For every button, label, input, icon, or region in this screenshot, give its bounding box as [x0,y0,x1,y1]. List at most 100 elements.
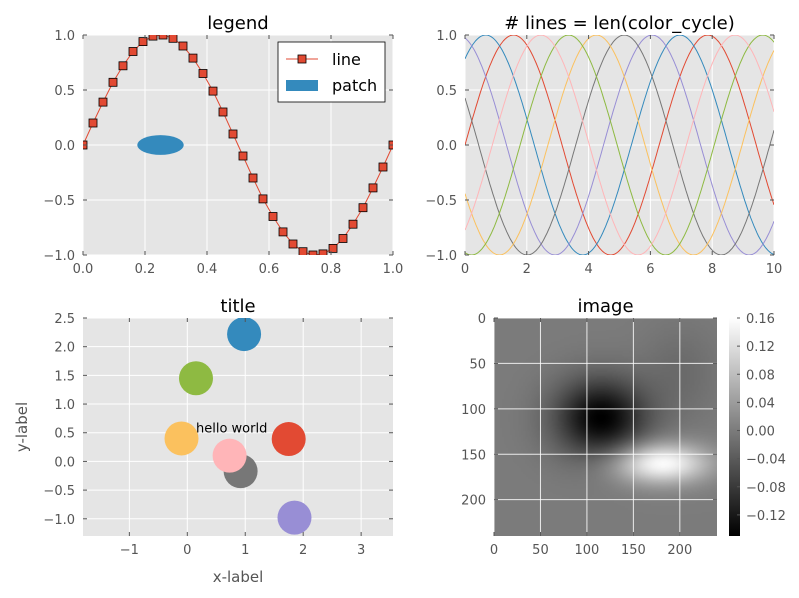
legend-marker-swatch [297,54,307,64]
x-tick-label: 50 [532,543,549,558]
x-tick-label: 0.2 [135,262,156,277]
data-point-marker [228,129,238,139]
data-point-marker [238,151,248,161]
plot-area [465,35,774,255]
data-point-marker [378,162,388,172]
y-tick-label: 0.5 [54,84,75,99]
data-point-marker [158,35,168,40]
x-tick-label: 100 [575,543,600,558]
y-tick-label: 0.5 [436,84,457,99]
legend-patch-swatch [286,80,318,91]
subplot-scatter: hello world −1 0 1 2 3 2.5 2.0 1.5 1.0 0.5 0.0 −0.5 −… [13,296,393,586]
data-point-marker [288,239,298,249]
scatter-point [164,421,199,456]
y-tick-label: 1.0 [436,29,457,44]
legend: line patch [277,41,386,103]
y-tick-label: 100 [461,403,486,418]
series-line [465,35,774,255]
subplot-color-cycle: 0 2 4 6 8 10 1.0 0.5 0.0 −0.5 −1.0 # lines = len(co… [425,13,782,277]
x-tick-label: 0 [490,543,498,558]
series-line [465,35,774,255]
y-tick-label: 1.0 [54,398,75,413]
data-point-marker [328,243,338,253]
scatter-point [271,422,306,457]
colorbar: 0.16 0.12 0.08 0.04 0.00 −0.04 −0.08 −0.12 [729,312,786,536]
x-tick-label: 1 [241,543,249,558]
colorbar-tick-label: 0.00 [746,425,775,440]
y-tick-label: 0.0 [54,139,75,154]
colorbar-tick-label: 0.12 [746,340,775,355]
scatter-point [227,318,262,352]
y-tick-label: −1.0 [43,513,75,528]
data-point-marker [168,35,178,43]
heatmap-image [494,318,717,536]
data-point-marker [348,219,358,229]
legend-box [277,41,386,103]
plot-area [83,35,393,255]
data-point-marker [138,37,148,46]
data-point-marker [178,41,188,51]
plot-area [164,318,312,535]
data-point-marker [258,194,268,204]
data-point-marker [218,107,228,117]
heatmap-canvas [494,318,717,536]
data-point-marker [308,250,318,255]
axes-background [83,318,393,536]
x-tick-label: 2 [299,543,307,558]
y-tick-label: 0 [478,312,486,327]
x-tick-label: 0.8 [321,262,342,277]
x-tick-label: 150 [621,543,646,558]
data-point-marker [268,212,278,221]
y-tick-label: 0.5 [54,427,75,442]
series-line [465,35,774,255]
y-tick-label: −0.5 [425,194,457,209]
data-point-marker [98,97,108,107]
x-tick-label: 0.6 [259,262,280,277]
x-tick-label: 0.4 [197,262,218,277]
data-point-marker [108,77,118,87]
x-tick-label: 0 [183,543,191,558]
y-tick-label: 1.0 [54,29,75,44]
colorbar-tick-label: 0.04 [746,396,775,411]
colorbar-tick-label: −0.04 [746,453,786,468]
annotation-text: hello world [196,422,267,437]
subplot-image: 0 50 100 150 200 0 50 100 150 200 image 0.16 0.12 0.0… [461,296,786,558]
chart-title: legend [207,13,268,34]
chart-title: title [220,296,255,317]
y-axis-label: y-label [13,402,31,452]
data-point-marker [318,249,328,255]
x-tick-label: 2 [523,262,531,277]
data-point-marker [338,234,348,243]
scatter-point [277,500,312,535]
data-point-marker [198,69,208,78]
colorbar-tick-label: −0.12 [746,509,786,524]
y-tick-label: 200 [461,494,486,509]
x-tick-label: 10 [766,262,783,277]
data-point-marker [88,118,98,128]
colorbar-strip [729,318,740,536]
series-line [465,35,774,255]
x-tick-label: 6 [646,262,654,277]
x-tick-label: 3 [357,543,365,558]
x-tick-label: 0.0 [73,262,94,277]
y-tick-label: 0.0 [54,455,75,470]
x-tick-label: 4 [584,262,592,277]
x-axis-label: x-label [213,568,264,586]
series-line [465,35,774,255]
y-tick-label: 0.0 [436,139,457,154]
data-point-marker [128,47,138,56]
series-line [465,35,774,255]
x-tick-label: −1 [120,543,139,558]
data-point-marker [358,203,368,213]
y-tick-label: 1.5 [54,369,75,384]
legend-label: line [332,50,361,69]
colorbar-tick-label: 0.08 [746,368,775,383]
data-point-marker [148,35,158,41]
data-point-marker [208,86,218,96]
subplot-legend: 0.0 0.2 0.4 0.6 0.8 1.0 1.0 0.5 0.0 −0.5 −1.0 legen… [43,13,403,277]
x-tick-label: 8 [708,262,716,277]
data-point-marker [188,53,198,63]
y-tick-label: 2.0 [54,341,75,356]
patch-ellipse [137,135,184,155]
